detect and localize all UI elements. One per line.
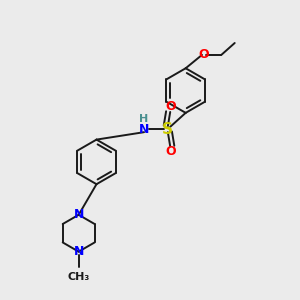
- Text: O: O: [198, 48, 209, 61]
- Text: H: H: [140, 114, 149, 124]
- Text: N: N: [74, 208, 84, 221]
- Text: N: N: [74, 245, 84, 258]
- Text: O: O: [165, 145, 175, 158]
- Text: O: O: [165, 100, 175, 113]
- Text: S: S: [162, 122, 173, 137]
- Text: CH₃: CH₃: [68, 272, 90, 282]
- Text: N: N: [139, 123, 149, 136]
